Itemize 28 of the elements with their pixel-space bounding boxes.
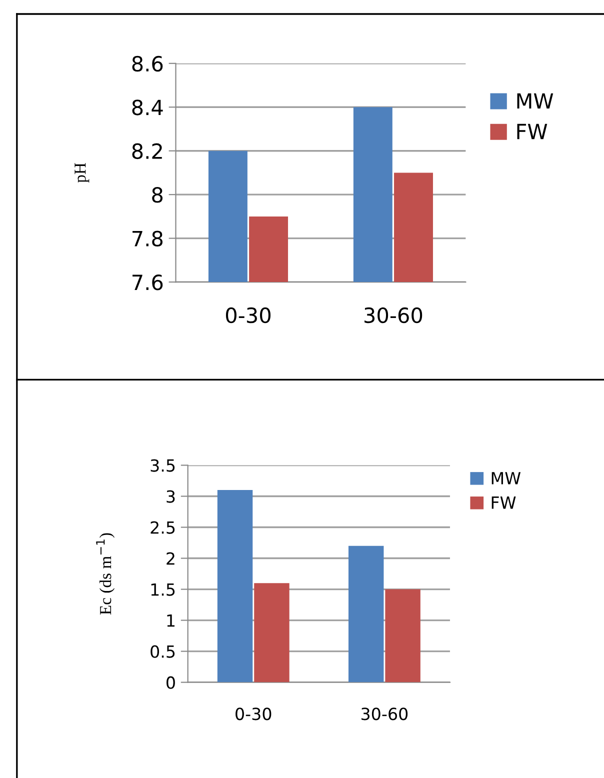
y-tick-label: 7.8 (132, 230, 163, 247)
bar (385, 589, 420, 682)
y-tick-label: 3.5 (150, 459, 175, 472)
y-tick-label: 1.5 (151, 583, 175, 596)
y-axis-title: Ec (ds m$^{−1}$) (96, 533, 115, 615)
y-tick-label: 3 (166, 490, 175, 503)
legend-label: FW (492, 496, 516, 509)
y-tick-label: 2 (166, 552, 174, 565)
legend-label: FW (517, 124, 548, 140)
x-tick-label: 30-60 (364, 307, 422, 324)
legend-label: MW (492, 472, 521, 484)
y-tick-label: 2.5 (150, 521, 175, 534)
x-tick-label: 30-60 (362, 708, 408, 720)
y-tick-label: 8.2 (132, 143, 162, 160)
y-tick-label: 8.4 (132, 100, 163, 116)
x-tick-label: 0-30 (226, 307, 270, 324)
y-tick-label: 8.6 (132, 56, 163, 72)
y-tick-label: 0 (166, 676, 175, 689)
x-tick-label: 0-30 (236, 708, 272, 720)
y-tick-label: 8 (152, 187, 163, 203)
y-tick-label: 7.6 (132, 274, 163, 290)
y-tick-label: 0.5 (150, 645, 175, 658)
y-axis-title: pH (74, 163, 90, 183)
bar (348, 546, 384, 682)
bar (254, 583, 290, 682)
legend-label: MW (517, 93, 554, 109)
y-tick-label: 1 (167, 614, 174, 627)
bar (217, 490, 253, 682)
